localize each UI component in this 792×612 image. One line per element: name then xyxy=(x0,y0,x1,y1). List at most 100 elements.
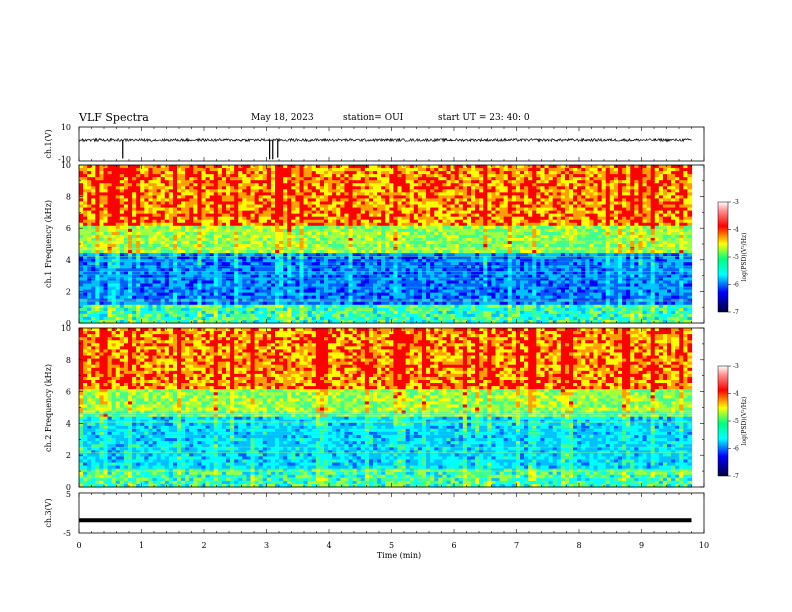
spectrogram-cell xyxy=(324,189,329,193)
spectrogram-cell xyxy=(417,165,423,169)
spectrogram-cell xyxy=(217,286,223,291)
spectrogram-cell xyxy=(279,319,284,324)
spectrogram-cell xyxy=(356,319,362,324)
spectrogram-cell xyxy=(209,319,215,324)
spectrogram-cell xyxy=(193,210,199,215)
spectrogram-cell xyxy=(283,213,288,218)
spectrogram-cell xyxy=(393,201,399,206)
spectrogram-cell xyxy=(348,183,354,187)
spectrogram-cell xyxy=(344,219,350,224)
spectrogram-cell xyxy=(368,195,374,200)
spectrogram-cell xyxy=(368,225,374,230)
spectrogram-cell xyxy=(360,307,366,312)
spectrogram-cell xyxy=(246,274,252,279)
spectrogram-cell xyxy=(466,301,472,306)
spectrogram-cell xyxy=(279,201,284,206)
spectrogram-cell xyxy=(409,225,415,230)
spectrogram-cell xyxy=(356,189,362,193)
spectrogram-cell xyxy=(438,231,444,236)
spectrogram-cell xyxy=(213,277,219,282)
spectrogram-cell xyxy=(352,222,358,227)
spectrogram-cell xyxy=(172,289,178,294)
spectrogram-cell xyxy=(177,265,182,269)
spectrogram-cell xyxy=(119,304,125,309)
spectrogram-cell xyxy=(230,189,235,193)
spectrogram-cell xyxy=(262,234,268,239)
spectrogram-cell xyxy=(221,180,227,184)
spectrogram-cell xyxy=(319,228,325,233)
spectrogram-cell xyxy=(270,271,276,275)
spectrogram-cell xyxy=(254,277,260,282)
spectrogram-cell xyxy=(409,195,415,200)
spectrogram-cell xyxy=(434,204,439,209)
spectrogram-cell xyxy=(299,207,305,212)
spectrogram-cell xyxy=(99,198,105,203)
spectrogram-cell xyxy=(217,289,223,294)
spectrogram-cell xyxy=(462,192,468,196)
spectrogram-cell xyxy=(434,231,439,236)
spectrogram-cell xyxy=(401,186,407,190)
spectrogram-cell xyxy=(336,277,341,282)
spectrogram-cell xyxy=(458,298,464,303)
spectrogram-cell xyxy=(422,292,427,297)
spectrogram-cell xyxy=(254,319,260,324)
spectrogram-cell xyxy=(87,310,92,315)
spectrogram-cell xyxy=(217,310,223,315)
spectrogram-cell xyxy=(189,256,194,260)
spectrogram-cell xyxy=(417,271,423,275)
spectrogram-cell xyxy=(336,240,341,245)
spectrogram-cell xyxy=(442,204,448,209)
spectrogram-cell xyxy=(332,204,337,209)
spectrogram-cell xyxy=(466,231,472,236)
spectrogram-cell xyxy=(140,268,145,272)
spectrogram-cell xyxy=(209,222,215,227)
spectrogram-cell xyxy=(226,292,231,297)
spectrogram-cell xyxy=(189,265,194,269)
spectrogram-cell xyxy=(303,222,309,227)
spectrogram-cell xyxy=(405,289,411,294)
spectrogram-cell xyxy=(83,265,88,269)
spectrogram-cell xyxy=(275,171,280,175)
spectrogram-cell xyxy=(336,192,341,196)
spectrogram-cell xyxy=(238,192,243,196)
spectrogram-cell xyxy=(360,292,366,297)
spectrogram-cell xyxy=(189,186,194,190)
spectrogram-cell xyxy=(242,286,248,291)
spectrogram-cell xyxy=(148,280,154,285)
spectrogram-cell xyxy=(364,183,370,187)
spectrogram-cell xyxy=(401,247,407,251)
spectrogram-cell xyxy=(119,286,125,291)
spectrogram-cell xyxy=(177,216,182,221)
spectrogram-cell xyxy=(189,307,194,312)
spectrogram-cell xyxy=(181,168,186,172)
spectrogram-cell xyxy=(217,274,223,279)
spectrogram-cell xyxy=(299,292,305,297)
spectrogram-cell xyxy=(103,198,109,203)
spectrogram-cell xyxy=(356,298,362,303)
spectrogram-cell xyxy=(103,204,109,209)
spectrogram-cell xyxy=(446,168,452,172)
spectrogram-cell xyxy=(315,274,321,279)
spectrogram-cell xyxy=(95,256,101,260)
spectrogram-cell xyxy=(283,240,288,245)
spectrogram-cell xyxy=(123,244,129,248)
spectrogram-cell xyxy=(128,174,133,178)
spectrogram-cell xyxy=(83,274,88,279)
spectrogram-cell xyxy=(299,231,305,236)
spectrogram-cell xyxy=(364,165,370,169)
spectrogram-cell xyxy=(409,216,415,221)
spectrogram-cell xyxy=(99,234,105,239)
spectrogram-cell xyxy=(413,186,419,190)
spectrogram-cell xyxy=(168,292,174,297)
spectrogram-cell xyxy=(458,174,464,178)
spectrogram-cell xyxy=(348,253,354,257)
spectrogram-cell xyxy=(119,195,125,200)
spectrogram-cell xyxy=(234,316,239,321)
spectrogram-cell xyxy=(442,231,448,236)
spectrogram-cell xyxy=(258,195,264,200)
spectrogram-cell xyxy=(315,304,321,309)
spectrogram-cell xyxy=(152,277,158,282)
spectrogram-cell xyxy=(434,316,439,321)
spectrogram-cell xyxy=(262,168,268,172)
spectrogram-cell xyxy=(95,174,101,178)
